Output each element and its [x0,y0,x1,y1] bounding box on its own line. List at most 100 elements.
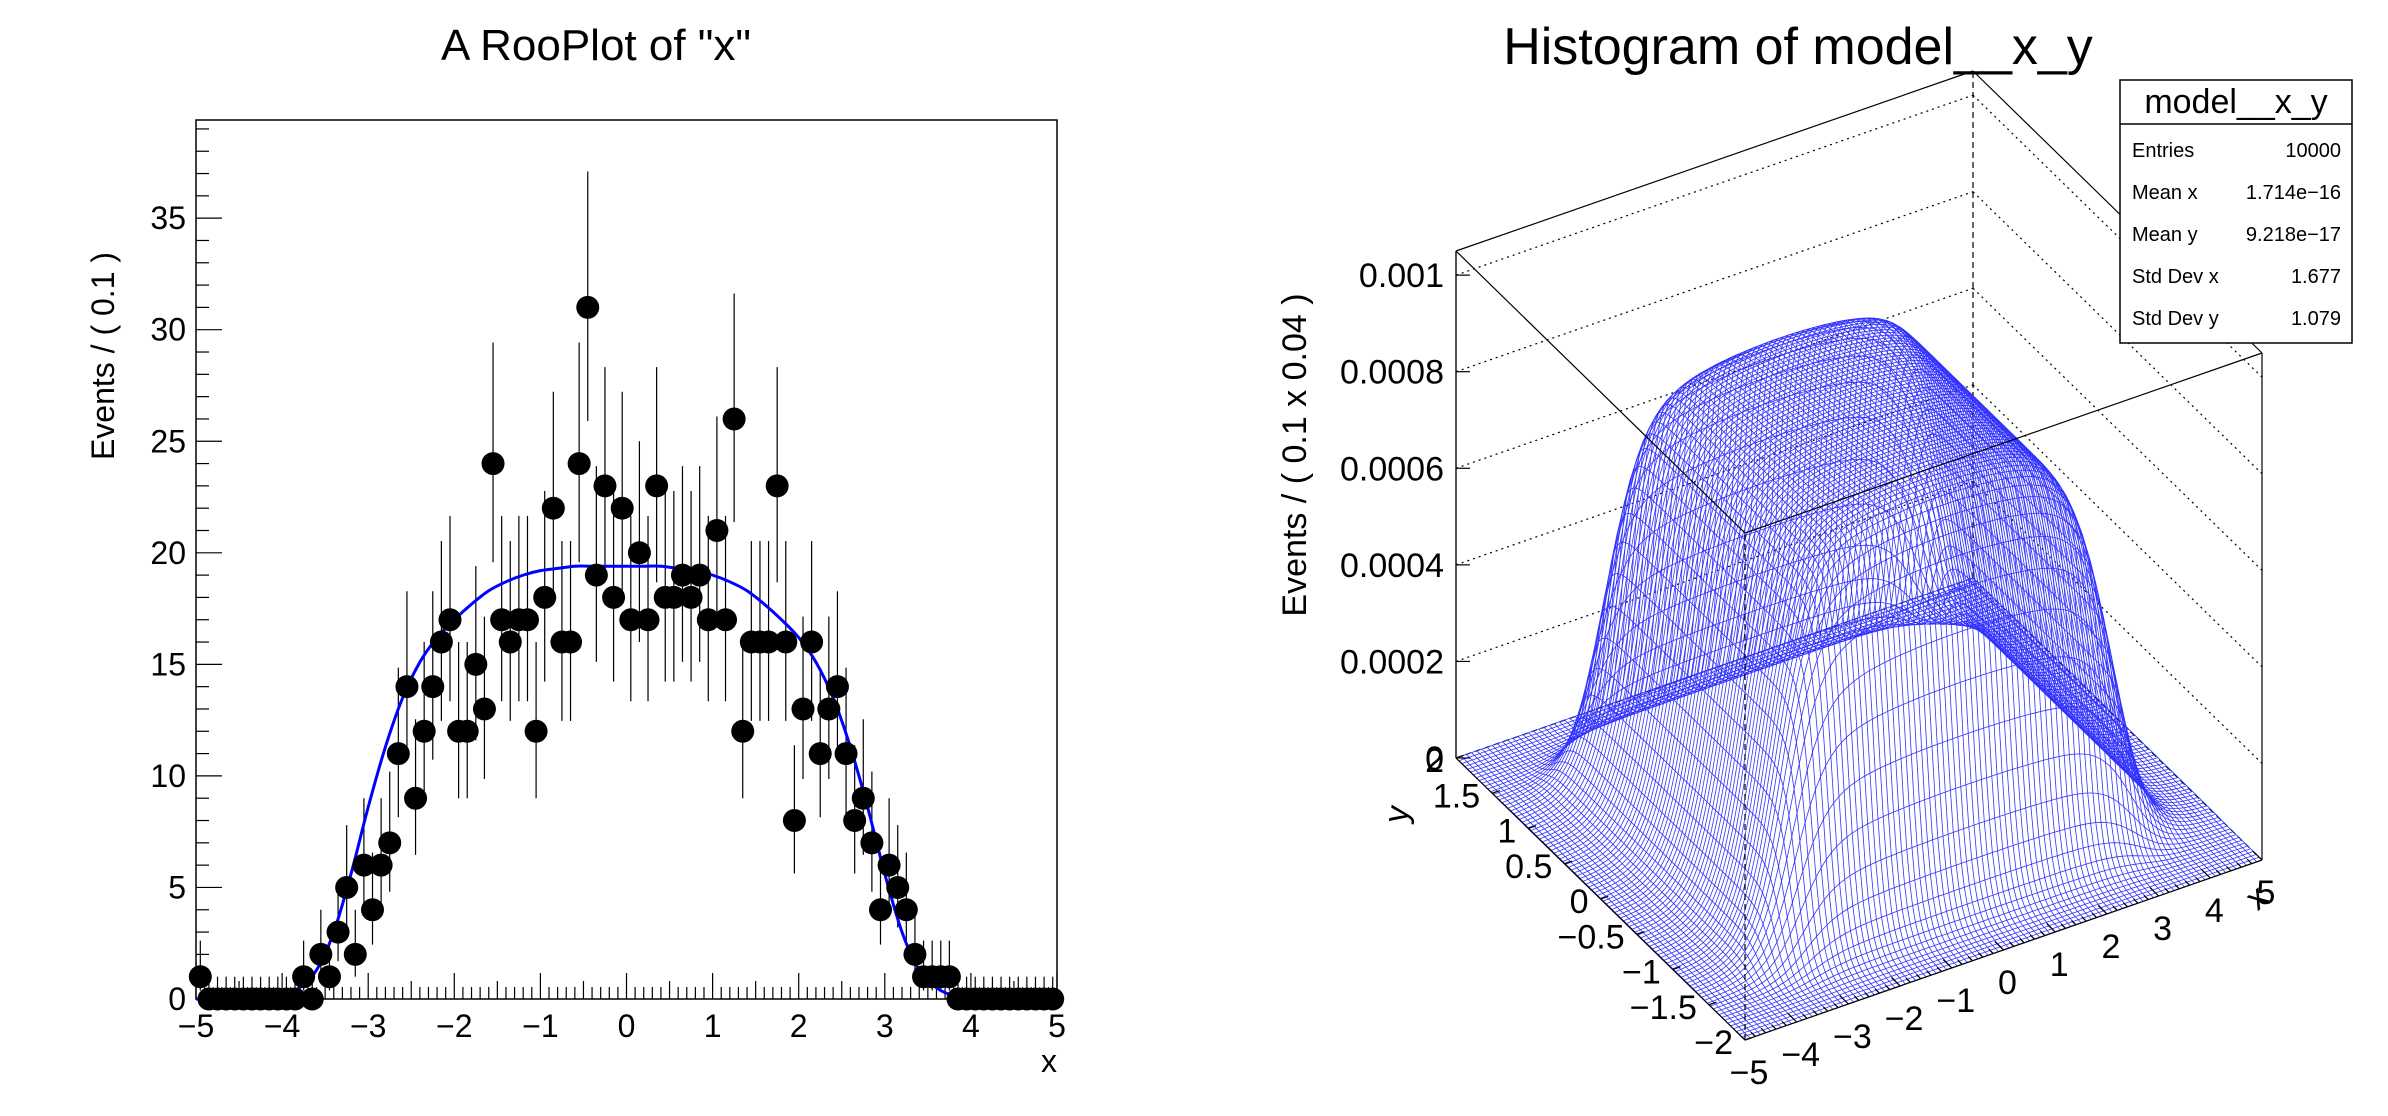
surface-x-tick [1853,995,1860,1001]
surface-mesh-line-x [1466,754,1756,1037]
surface-x-tick-label: −5 [1730,1054,1769,1092]
surface-mesh-line-x [1729,332,2020,945]
rooplot-x-tick-labels: −5 −4 −3 −2 −1 0 1 2 3 4 5 [178,1008,1066,1044]
surface-y-tick [1708,1001,1717,1006]
surface-z-gridline [1455,94,1974,276]
surface-z-tick-label: 0.0002 [1340,643,1444,681]
stats-value-entries: 10000 [2285,140,2341,162]
rooplot-x-tick-label: −2 [436,1008,472,1044]
surface-x-tick [2046,923,2056,933]
surface-mesh-line-x [1874,461,2165,895]
surface-mesh-line-x [1879,490,2170,893]
stats-value-mean-y: 9.218e−17 [2246,224,2341,246]
surface-mesh-line-x [1481,748,1772,1032]
rooplot-data-point [343,942,367,966]
surface-x-tick [2060,923,2066,929]
surface-x-tick [1812,1010,1818,1016]
rooplot-data-point [404,786,428,810]
rooplot-data-point [696,608,720,632]
surface-mesh-line-x [1755,324,2046,936]
surface-x-tick [1833,1002,1839,1009]
surface-x-tick [1874,988,1880,994]
surface-mesh-line-x [1616,386,1906,985]
rooplot-data-point [429,630,453,654]
surface-mesh-line-x [1952,584,2242,868]
surface-x-tick [2091,912,2097,919]
surface-y-tick-label: 1 [1497,813,1516,851]
surface-y-axis-label: y [1377,802,1417,825]
rooplot-data-point [868,898,892,922]
surface-mesh-line-x [1936,590,2227,873]
surface-x-tick [2149,887,2160,897]
surface-mesh-line-x [1859,386,2149,900]
surface-mesh-line-x [1605,397,1896,988]
surface-x-tick [1885,984,1891,991]
rooplot-data-point [335,875,359,899]
stats-box: model__x_y Entries 10000 Mean x 1.714e−1… [2119,79,2353,344]
surface-box-edge [1455,70,1974,252]
surface-mesh-line-x [1626,378,1916,981]
surface-x-tick [2246,858,2253,865]
rooplot-title: A RooPlot of "x" [441,21,751,70]
surface-mesh-line-x [1962,581,2252,864]
rooplot-y-tick-label: 35 [150,200,186,236]
surface-z-tick-label: 0.0004 [1340,547,1444,585]
surface-axes: 00.00020.00040.00060.00080.001−2−1.5−1−0… [1340,251,2275,1092]
surface-mesh-line-x [1833,328,2123,909]
rooplot-data-point [412,719,436,743]
rooplot-x-tick-label: 5 [1048,1008,1066,1044]
rooplot-data-point [584,563,608,587]
surface-mesh-line-x [1967,579,2258,863]
rooplot-data-point [834,742,858,766]
rooplot-y-tick-label: 25 [150,423,186,459]
stats-label-std-dev-x: Std Dev x [2132,266,2219,288]
rooplot-data-point [860,831,884,855]
stats-value-std-dev-x: 1.677 [2291,266,2341,288]
rooplot-data-point [765,474,789,498]
surface-x-tick [1967,956,1973,962]
surface-mesh-line-x [1709,339,1999,952]
rooplot-data-point [903,942,927,966]
surface-mesh-line-x [1569,487,1859,1001]
rooplot-x-tick-label: 1 [704,1008,722,1044]
surface-mesh-line-x [1827,324,2118,911]
rooplot-y-axis-label: Events / ( 0.1 ) [85,252,121,460]
rooplot-y-tick-label: 10 [150,758,186,794]
surface-mesh-line-x [1590,421,1880,994]
rooplot-y-tick-labels: 0 5 10 15 20 25 30 35 [150,200,186,1017]
surface-mesh-line-x [1502,741,1792,1025]
surface-mesh-line-x [1796,317,2087,922]
surface-z-gridline [1455,191,1974,373]
surface-mesh-line-x [1497,743,1787,1026]
surface-mesh-line-x [1750,326,2040,938]
rooplot-data-point [679,585,703,609]
rooplot-data-point [421,675,445,699]
rooplot-y-tick-label: 30 [150,312,186,348]
rooplot-data-point [309,942,333,966]
surface-mesh-line-x [1471,752,1761,1035]
rooplot-data-point [714,608,738,632]
surface-mesh-line-x [1517,736,1808,1019]
rooplot-data-point [843,809,867,833]
rooplot-x-tick-label: 4 [962,1008,980,1044]
rooplot-fit-curve [195,564,1058,1001]
surface-y-tick-label: −1.5 [1630,989,1697,1027]
surface-x-tick [2201,869,2211,879]
rooplot-data-point [498,630,522,654]
surface-x-tick-label: 3 [2153,910,2172,948]
surface-y-tick [1455,754,1464,759]
surface-x-tick-label: 2 [2101,928,2120,966]
rooplot-data-point [317,965,341,989]
surface-y-tick [1491,789,1501,794]
rooplot-data-point [731,719,755,743]
surface-mesh-line-x [1724,333,2015,947]
surface-x-tick [1957,959,1963,965]
rooplot-data-point [559,630,583,654]
surface-x-tick [2236,862,2242,868]
surface-x-tick [2164,887,2170,893]
surface-mesh-line-x [1972,577,2263,861]
surface-box-front-edge [1455,250,1746,534]
rooplot-data-point [851,786,875,810]
rooplot-data-point [567,452,591,476]
